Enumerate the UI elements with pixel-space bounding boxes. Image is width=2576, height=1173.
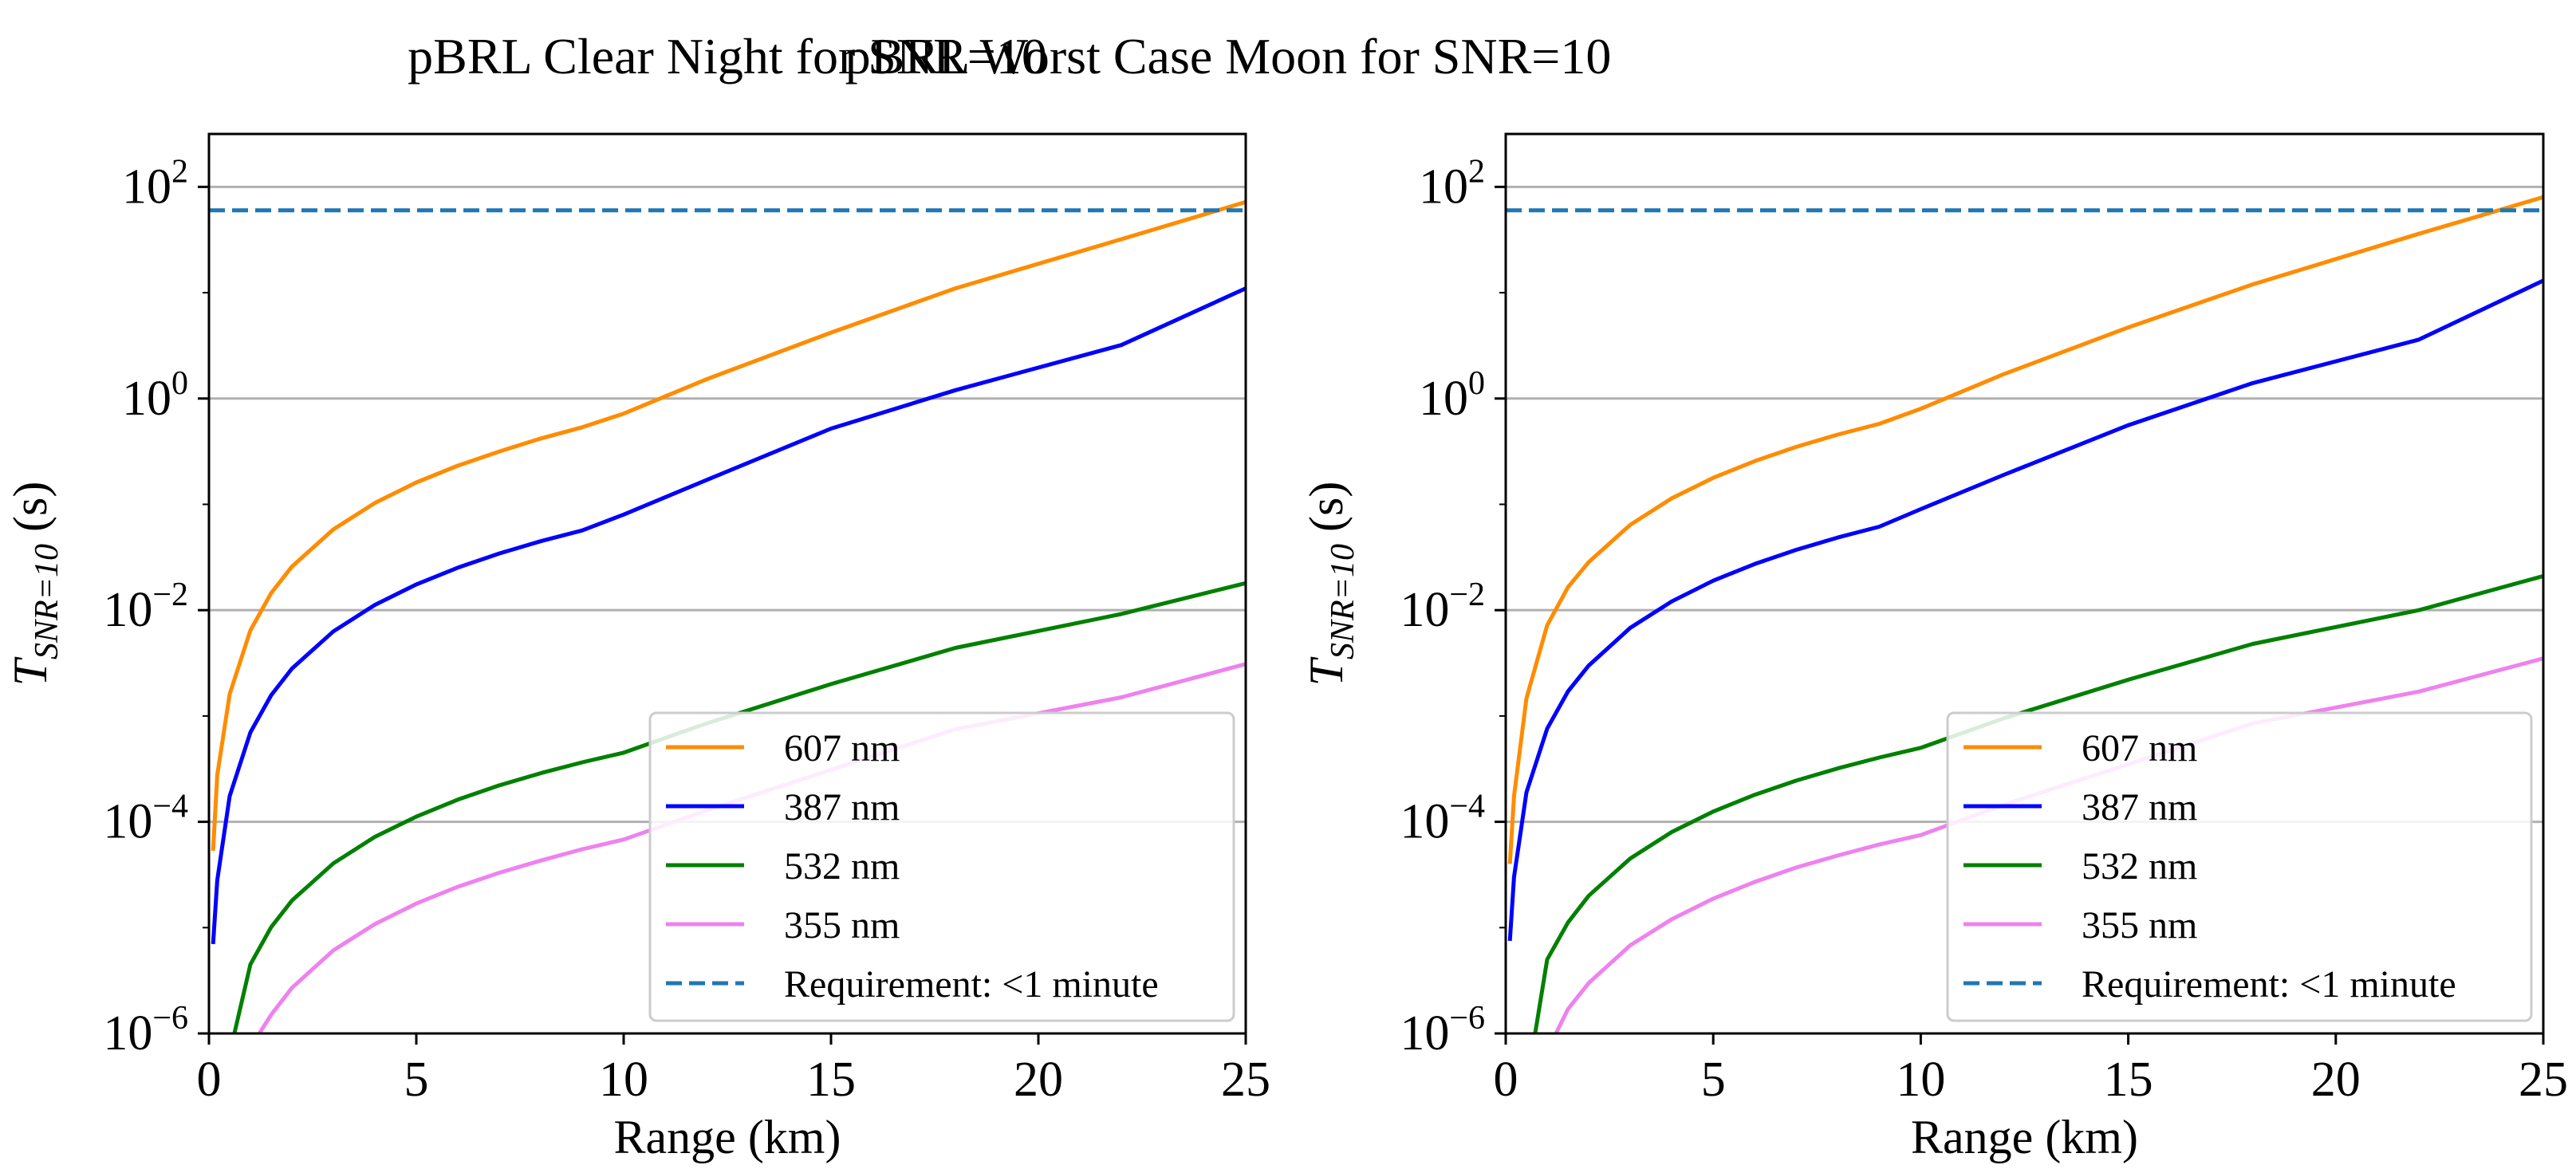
chart-panel-2: pBRL Worst Case Moon for SNR=10 0 5 10 15 20 2… [845,28,2568,1163]
y-tick-label: 10−2 [1400,577,1485,637]
x-tick-label: 10 [1896,1053,1945,1107]
series-line-532 [232,581,1246,1033]
x-tick-label: 5 [1701,1053,1726,1107]
legend-label: Requirement: <1 minute [784,963,1159,1006]
legend-label: 532 nm [784,845,900,888]
axes-frame [1504,132,2545,1035]
legend-label: 387 nm [784,786,900,829]
legend-label: 607 nm [2082,727,2197,770]
x-tick-label: 20 [2311,1053,2361,1107]
legend-frame [648,711,1235,1022]
legend-label: 532 nm [2082,845,2197,888]
y-tick-label: 102 [1419,153,1485,214]
x-tick-label: 15 [2104,1053,2153,1107]
y-tick-label: 102 [122,153,188,214]
series-line-607 [211,199,1246,852]
axes-frame [207,132,1247,1035]
y-tick-label: 10−2 [103,577,188,637]
plot-area [1506,195,2543,1033]
legend-label: 387 nm [2082,786,2197,829]
series-line-387 [1507,278,2543,942]
y-tick-label: 100 [122,365,188,426]
legend: 607 nm 387 nm 532 nm 355 nm Requirement: <1 … [1946,711,2533,1022]
series-line-532 [1533,573,2543,1033]
y-tick-label: 100 [1419,365,1485,426]
legend-frame [1946,711,2533,1022]
x-tick-label: 5 [404,1053,429,1107]
x-tick-label: 10 [599,1053,648,1107]
chart-title: pBRL Worst Case Moon for SNR=10 [845,28,1612,85]
legend: 607 nm 387 nm 532 nm 355 nm Requirement: <1 … [648,711,1235,1022]
x-tick-label: 0 [197,1053,222,1107]
series-line-387 [211,286,1246,945]
y-tick-label: 10−6 [1400,1000,1485,1061]
y-tick-label: 10−4 [103,789,188,849]
x-tick-label: 0 [1494,1053,1518,1107]
series-line-607 [1507,195,2543,864]
y-tick-label: 10−6 [103,1000,188,1061]
chart-title: pBRL Clear Night for SNR=10 [408,28,1047,85]
x-tick-label: 25 [2519,1053,2568,1107]
y-axis-label: TSNR=10 (s) [4,482,65,687]
x-tick-label: 15 [806,1053,856,1107]
y-tick-label: 10−4 [1400,789,1485,849]
y-axis-label: TSNR=10 (s) [1300,482,1361,687]
legend-label: 355 nm [2082,904,2197,947]
x-tick-label: 25 [1221,1053,1270,1107]
chart-panel-1: pBRL Clear Night for SNR=10 0 5 10 15 20 25 10−… [4,28,1270,1163]
legend-label: 607 nm [784,727,900,770]
x-axis-label: Range (km) [1911,1111,2138,1163]
x-axis-label: Range (km) [614,1111,841,1163]
legend-label: Requirement: <1 minute [2082,963,2456,1006]
x-tick-label: 20 [1014,1053,1063,1107]
legend-label: 355 nm [784,904,900,947]
